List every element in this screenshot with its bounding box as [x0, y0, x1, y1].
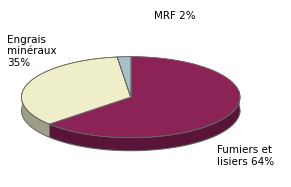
Polygon shape: [117, 57, 131, 97]
Text: MRF 2%: MRF 2%: [154, 11, 195, 21]
Polygon shape: [49, 57, 240, 138]
Text: Engrais
minéraux
35%: Engrais minéraux 35%: [7, 35, 57, 68]
Polygon shape: [22, 110, 240, 151]
Polygon shape: [22, 57, 131, 124]
Polygon shape: [49, 91, 240, 151]
Text: Fumiers et
lisiers 64%: Fumiers et lisiers 64%: [217, 145, 274, 167]
Polygon shape: [22, 91, 49, 137]
